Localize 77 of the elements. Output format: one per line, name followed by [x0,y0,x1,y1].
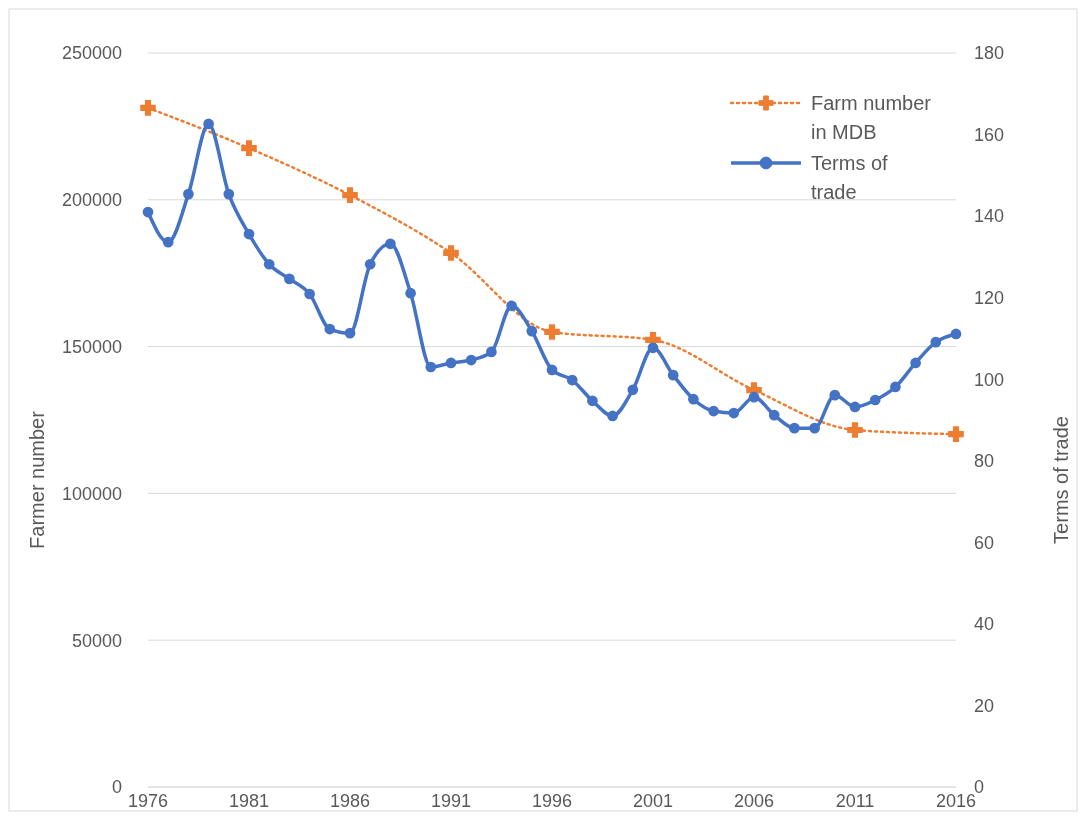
y-tick-label: 200000 [61,190,122,211]
point [566,374,578,386]
point [443,245,459,261]
legend-label: Terms of trade [811,152,889,203]
point [465,354,477,366]
point [140,100,156,116]
point [445,357,457,369]
y-tick-label: 50000 [71,630,122,651]
y2-tick-label: 140 [974,206,1005,227]
y2-tick-label: 80 [974,451,995,472]
point [930,336,942,348]
x-tick-label: 2016 [935,791,977,811]
y2-tick-label: 180 [974,43,1005,64]
legend-label: Farm number in MDB [811,92,932,143]
point [263,258,275,270]
point [364,258,376,270]
x-tick-label: 1996 [531,791,573,811]
point [809,422,820,434]
point [142,206,154,218]
point [223,188,235,200]
point [162,236,174,248]
point [748,391,760,403]
point [183,188,194,200]
y2-axis-title: Terms of trade [1050,416,1072,544]
y2-tick-label: 20 [974,695,995,716]
x-tick-label: 1981 [228,791,270,811]
point [506,300,517,312]
point [688,393,699,405]
point [587,395,598,407]
x-tick-label: 1986 [329,791,371,811]
point [708,405,719,417]
point [607,410,618,422]
point [768,409,780,421]
point [869,394,881,406]
point [948,426,964,442]
x-tick-label: 1991 [430,791,472,811]
y-tick-label: 150000 [61,336,122,357]
y2-tick-label: 60 [974,532,995,553]
y2-tick-label: 0 [974,777,985,798]
x-tick-label: 1976 [127,791,169,811]
point [425,361,437,373]
point [405,287,416,299]
y-axis-title: Farmer number [26,410,48,549]
point [627,384,639,396]
point [241,140,257,156]
y-tick-label: 100000 [61,483,122,504]
point [950,328,962,340]
point [486,346,497,358]
point [789,422,800,434]
point [890,381,901,393]
point [243,228,255,240]
y-tick-label: 250000 [61,43,122,64]
point [324,323,336,335]
point [284,273,295,285]
point [829,389,841,401]
point [647,342,659,354]
point [342,187,358,203]
y2-tick-label: 100 [974,369,1005,390]
point [203,118,214,130]
y2-tick-label: 160 [974,124,1005,145]
point [546,364,558,376]
point [304,288,315,300]
y2-tick-label: 40 [974,614,995,635]
point [344,327,356,339]
point [728,407,740,419]
point [910,357,921,369]
point [385,238,396,250]
point [667,369,679,381]
point [544,324,560,340]
y2-tick-label: 120 [974,287,1005,308]
x-tick-label: 2001 [632,791,674,811]
point [526,325,538,337]
y-tick-label: 0 [111,777,122,798]
point [847,422,863,438]
point [849,401,861,413]
x-tick-label: 2011 [835,791,875,811]
x-tick-label: 2006 [733,791,775,811]
